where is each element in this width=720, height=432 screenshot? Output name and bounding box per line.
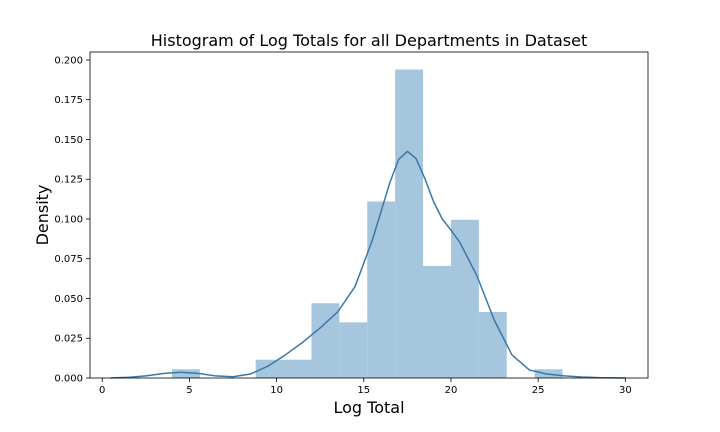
kde-density-line [110,150,626,379]
x-axis-label: Log Total [333,398,404,417]
y-axis-ticks: 0.000 0.025 0.050 0.075 0.100 0.125 0.150 0.175… [54,55,90,385]
x-tick-label: 0 [99,385,105,396]
bars-layer [171,69,563,379]
x-axis-ticks: 0 5 10 15 20 25 30 [99,378,632,396]
y-tick-label: 0.175 [54,95,83,106]
histogram-bar-10 [450,219,479,378]
y-tick-label: 0.200 [54,55,83,66]
y-tick-label: 0.100 [54,214,83,225]
histogram-bar-3 [255,359,284,378]
x-tick-label: 30 [619,385,632,396]
x-tick-label: 20 [445,385,458,396]
x-tick-label: 25 [532,385,545,396]
histogram-bar-0 [171,369,200,378]
y-axis-label: Density [33,185,52,246]
x-tick-label: 5 [186,385,192,396]
histogram-bar-9 [423,265,451,378]
kde-layer [110,150,626,379]
y-tick-label: 0.050 [54,294,83,305]
histogram-bar-4 [283,359,312,378]
y-tick-label: 0.075 [54,254,83,265]
histogram-bar-5 [311,303,340,378]
histogram-bar-11 [478,312,507,378]
y-tick-label: 0.000 [54,374,83,385]
plot-frame [89,51,649,379]
histogram-bar-7 [367,201,396,378]
y-tick-label: 0.125 [54,175,83,186]
y-tick-label: 0.150 [54,135,83,146]
x-tick-label: 10 [270,385,283,396]
chart-title: Histogram of Log Totals for all Departme… [151,31,587,50]
x-tick-label: 15 [357,385,370,396]
histogram-bar-8 [395,69,424,379]
y-tick-label: 0.025 [54,334,83,345]
histogram-bar-6 [339,322,368,378]
